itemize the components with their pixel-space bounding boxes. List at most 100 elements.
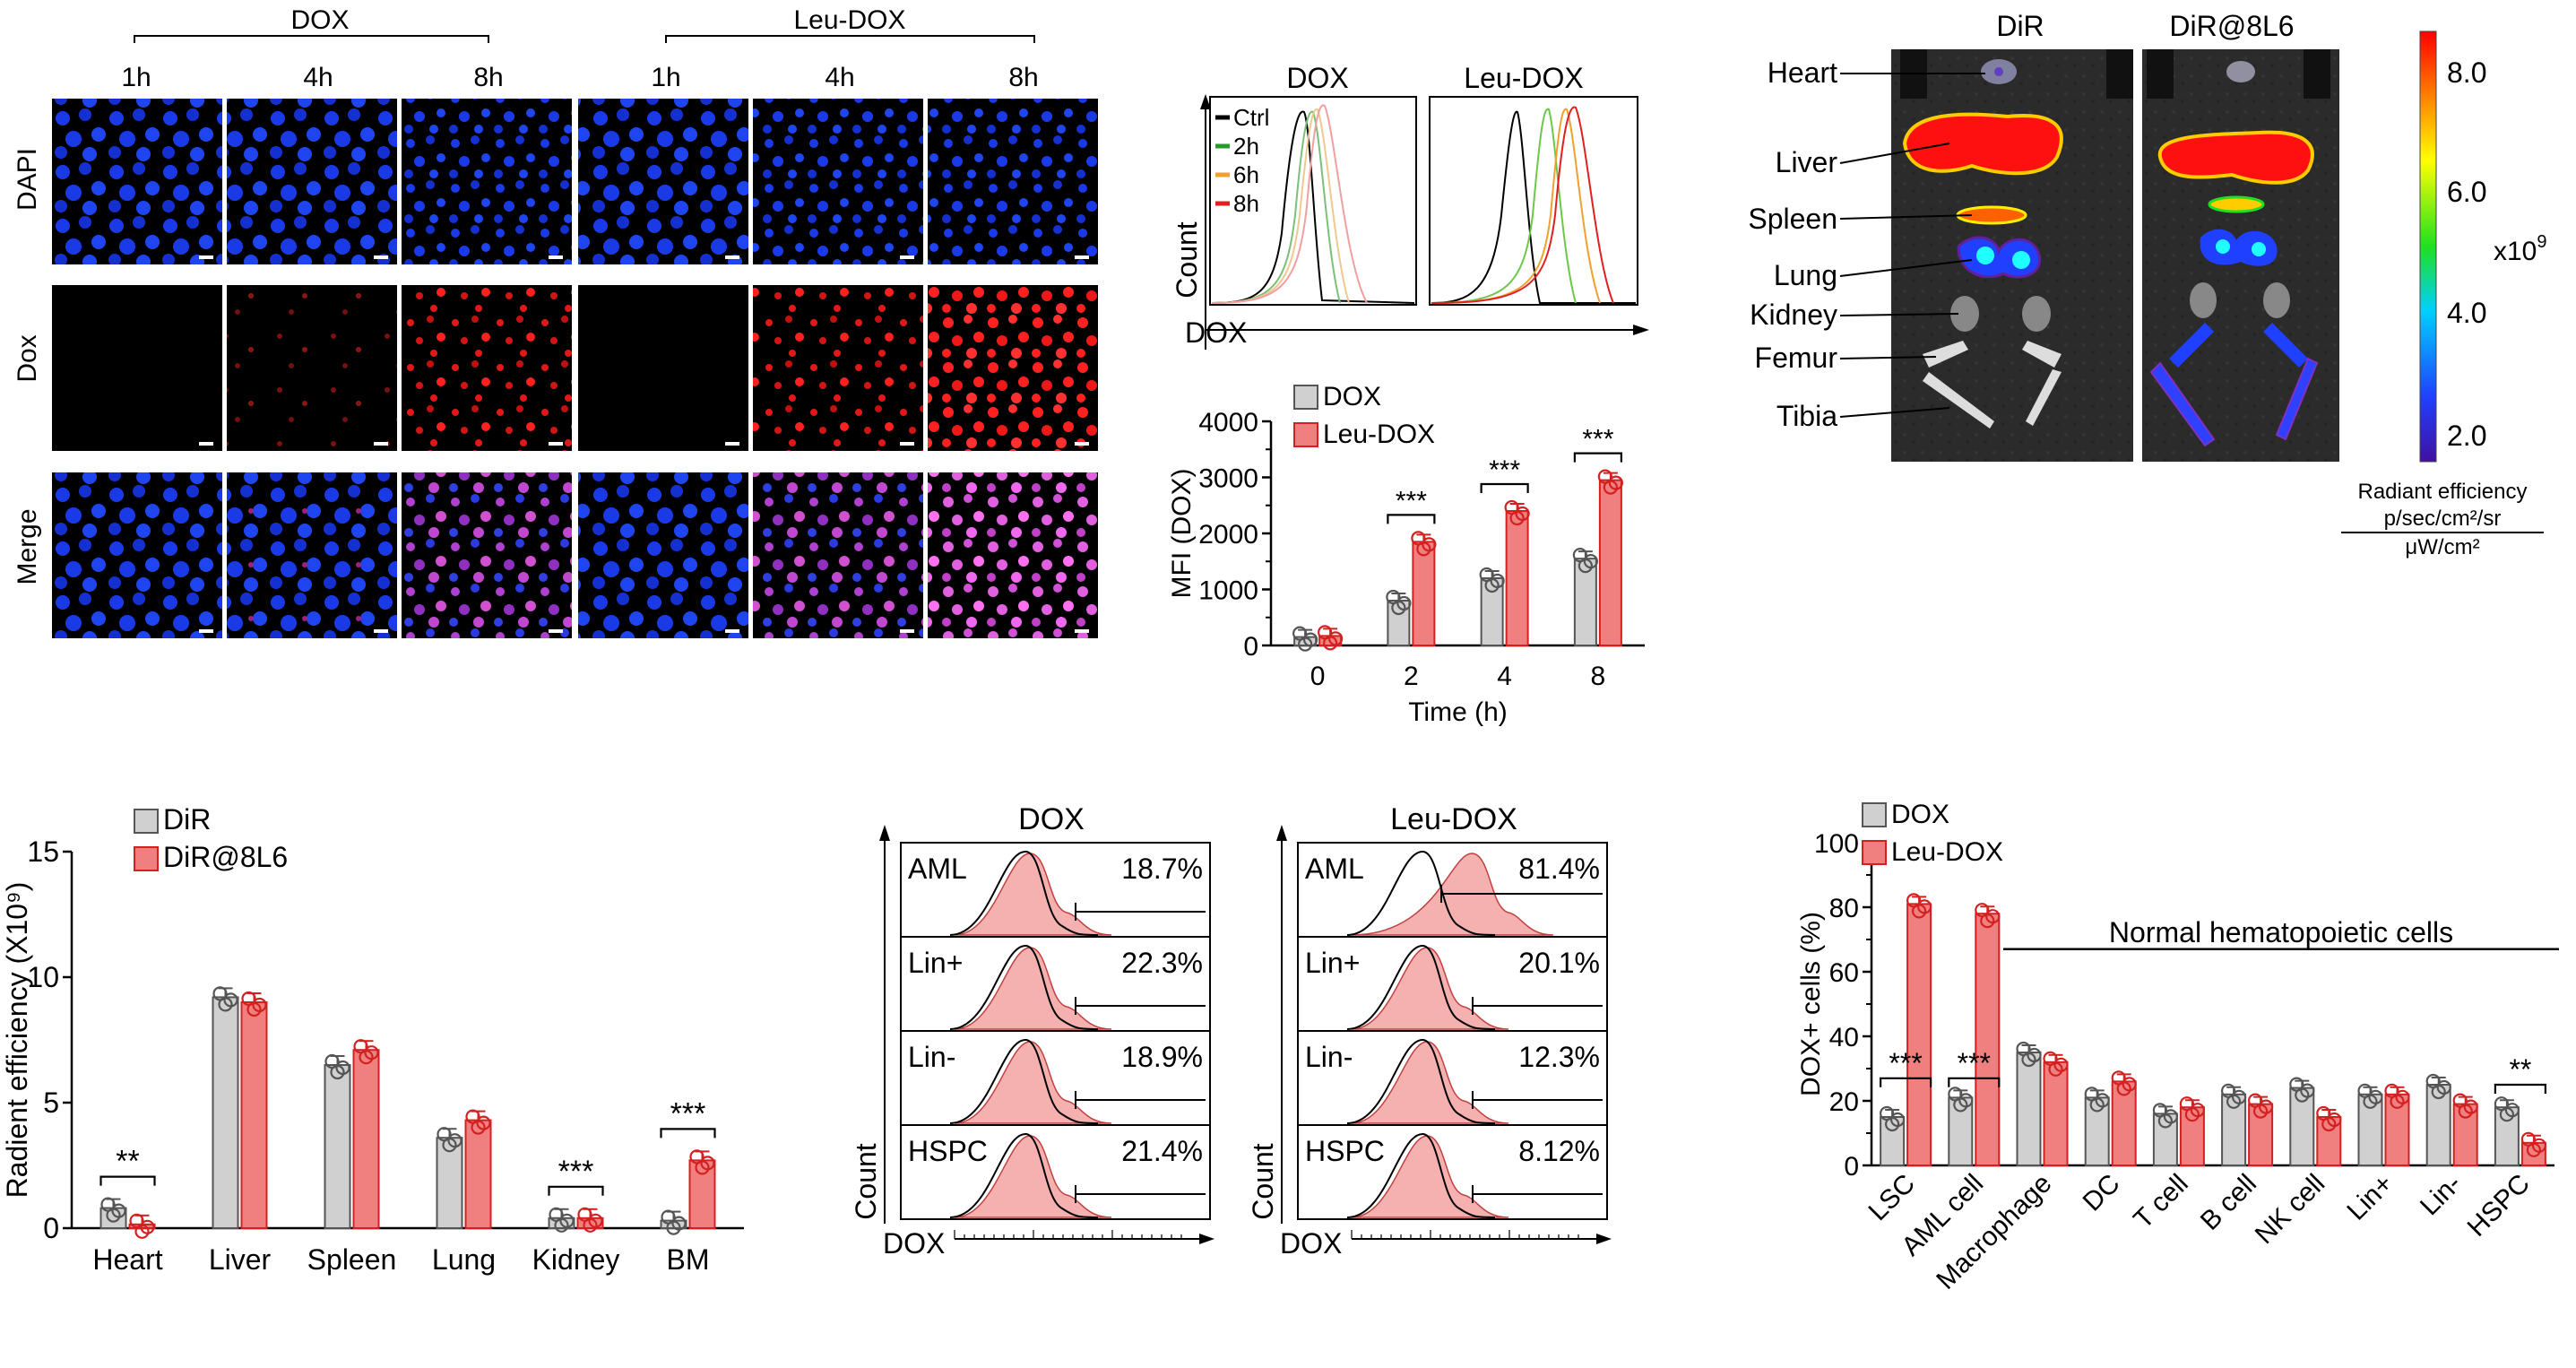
y-tick-label: 10 bbox=[27, 961, 59, 993]
significance-marker: *** bbox=[1489, 455, 1520, 485]
hist-ylabel: Count bbox=[1171, 221, 1203, 299]
hist-curve-6h bbox=[1211, 108, 1350, 304]
data-point bbox=[695, 1160, 710, 1175]
flow-histogram-treated bbox=[954, 947, 1112, 1030]
x-tick-label: HSPC bbox=[2462, 1169, 2536, 1242]
y-tick-label: 40 bbox=[1829, 1023, 1859, 1052]
hist-title-leu-dox: Leu-DOX bbox=[1464, 62, 1583, 94]
legend-label: DOX bbox=[1323, 382, 1381, 411]
significance-marker: *** bbox=[670, 1096, 706, 1130]
data-point bbox=[2499, 1107, 2514, 1122]
legend-label: Leu-DOX bbox=[1323, 420, 1435, 449]
time-label: 4h bbox=[303, 63, 333, 92]
micrograph-merge-leu-4h bbox=[753, 472, 923, 638]
data-point bbox=[1953, 1097, 1968, 1113]
x-tick-label: Lin+ bbox=[2341, 1169, 2399, 1226]
data-point bbox=[2431, 1084, 2446, 1100]
data-point bbox=[2295, 1087, 2310, 1103]
flow-histogram-control bbox=[1346, 944, 1496, 1030]
x-tick-label: 4 bbox=[1497, 662, 1512, 691]
organ-label-liver: Liver bbox=[1776, 146, 1838, 178]
micrograph-dapi-dox-8h bbox=[402, 99, 572, 264]
flow-row-label: Lin+ bbox=[1305, 947, 1360, 979]
colorbar-exponent: x109 bbox=[2494, 232, 2547, 266]
data-point bbox=[1912, 904, 1927, 919]
data-point bbox=[666, 1220, 681, 1235]
legend-swatch bbox=[1862, 840, 1887, 865]
micrograph-dapi-dox-4h bbox=[227, 99, 397, 264]
y-tick-label: 5 bbox=[43, 1087, 59, 1119]
significance-marker: *** bbox=[558, 1155, 594, 1189]
flow-histogram-treated bbox=[954, 1135, 1112, 1218]
significance-marker: *** bbox=[1582, 425, 1613, 455]
flow-xlabel: DOX bbox=[883, 1227, 945, 1260]
bar-a bbox=[1948, 1096, 1974, 1167]
organ-labels: Heart Liver Spleen Lung Kidney Femur Tib… bbox=[1748, 56, 1985, 432]
group-label-dox: DOX bbox=[290, 5, 349, 35]
bar-a bbox=[324, 1064, 351, 1229]
colorbar bbox=[2419, 30, 2437, 463]
data-point bbox=[2363, 1094, 2378, 1109]
row-label-dox: Dox bbox=[13, 334, 42, 382]
organ-label-lung: Lung bbox=[1774, 259, 1837, 291]
row-label-dapi: DAPI bbox=[13, 148, 42, 211]
x-tick-label: Kidney bbox=[532, 1243, 620, 1276]
legend-swatch bbox=[1862, 802, 1887, 827]
micrograph-dox-leu-8h bbox=[928, 285, 1098, 451]
y-tick-label: 3000 bbox=[1198, 464, 1258, 494]
significance-marker: *** bbox=[1889, 1047, 1922, 1079]
flow-ylabel: Count bbox=[1247, 1143, 1279, 1220]
data-point bbox=[2526, 1142, 2541, 1157]
data-point bbox=[471, 1120, 486, 1135]
x-tick-label: LSC bbox=[1863, 1169, 1921, 1227]
micrograph-merge-dox-1h bbox=[52, 472, 222, 638]
organ-label-kidney: Kidney bbox=[1750, 299, 1837, 331]
flow-percent: 18.9% bbox=[1121, 1041, 1203, 1073]
x-tick-label: NK cell bbox=[2250, 1169, 2331, 1251]
bar-b bbox=[688, 1159, 716, 1230]
chart-radient-efficiency: 0 5 10 15 Heart Liver Spleen Lung Kidney BM Radien… bbox=[1, 803, 744, 1276]
flow-percent: 8.12% bbox=[1518, 1135, 1600, 1167]
data-point bbox=[1980, 913, 1995, 929]
annotation-normal-cells: Normal hematopoietic cells bbox=[2109, 916, 2453, 948]
flow-title-leu-dox: Leu-DOX bbox=[1390, 802, 1517, 836]
significance-marker: ** bbox=[2509, 1053, 2531, 1086]
hist-curve-ctrl bbox=[1431, 110, 1636, 304]
flow-histogram-treated bbox=[954, 853, 1112, 936]
y-tick-label: 60 bbox=[1829, 958, 1859, 988]
colorbar-tick: 8.0 bbox=[2447, 56, 2486, 89]
colorbar-tick: 2.0 bbox=[2447, 420, 2486, 452]
flow-row-label: Lin- bbox=[1305, 1041, 1353, 1073]
colorbar-label-3: μW/cm² bbox=[2405, 535, 2479, 559]
colorbar-label-1: Radiant efficiency bbox=[2358, 480, 2528, 504]
organ-tibia bbox=[1923, 372, 1994, 429]
data-point bbox=[218, 997, 233, 1012]
flow-histogram-control bbox=[949, 850, 1099, 936]
data-point bbox=[2048, 1061, 2063, 1077]
data-point bbox=[1416, 541, 1431, 557]
flow-xlabel: DOX bbox=[1280, 1227, 1342, 1260]
legend-label-2h: 2h bbox=[1233, 133, 1259, 160]
x-tick-label: 8 bbox=[1591, 662, 1606, 691]
x-tick-label: Lung bbox=[432, 1243, 496, 1276]
data-point bbox=[330, 1064, 345, 1080]
bar-a bbox=[212, 996, 239, 1230]
organ-tibia bbox=[2026, 369, 2062, 426]
legend-label-6h: 6h bbox=[1233, 161, 1259, 188]
y-axis-label: Radient efficiency (X10⁹) bbox=[1, 882, 33, 1199]
data-point bbox=[2253, 1104, 2269, 1119]
data-point bbox=[2458, 1104, 2473, 1119]
data-point bbox=[2089, 1097, 2105, 1113]
colorbar-tick: 6.0 bbox=[2447, 176, 2486, 208]
x-tick-label: Lin- bbox=[2415, 1169, 2468, 1222]
flow-percent: 21.4% bbox=[1121, 1135, 1203, 1167]
micrograph-merge-dox-4h bbox=[227, 472, 397, 638]
significance-marker: *** bbox=[1958, 1047, 1991, 1079]
x-tick-label: T cell bbox=[2128, 1169, 2194, 1235]
flow-histogram-treated bbox=[954, 1041, 1112, 1124]
flow-row-label: AML bbox=[908, 853, 967, 885]
bar-b bbox=[1412, 541, 1436, 646]
flow-ylabel: Count bbox=[850, 1143, 882, 1220]
